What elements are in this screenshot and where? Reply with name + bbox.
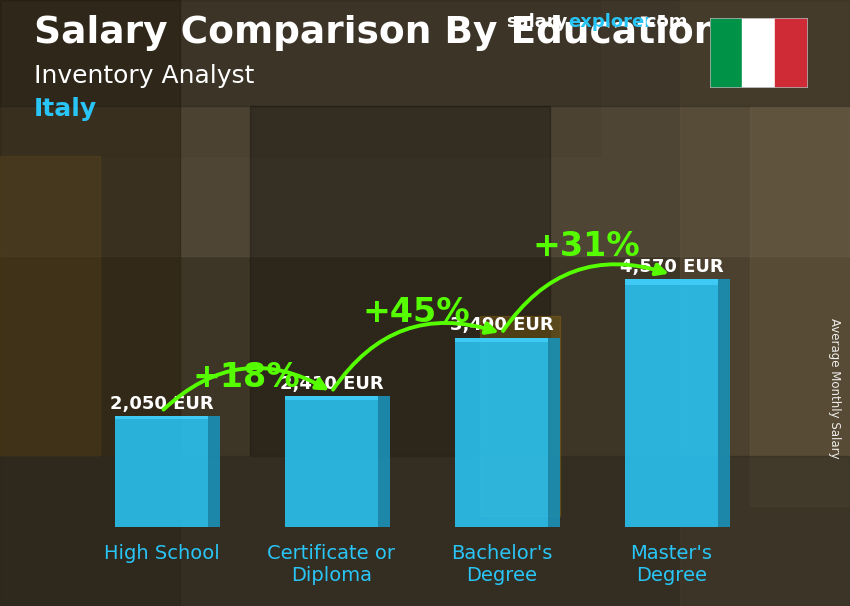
Bar (625, 279, 718, 285)
Text: 2,050 EUR: 2,050 EUR (110, 395, 213, 413)
Bar (0, 0, 600, 156)
Text: 4,570 EUR: 4,570 EUR (620, 258, 723, 276)
Text: Average Monthly Salary: Average Monthly Salary (828, 318, 842, 458)
Bar (0, 0, 180, 606)
Bar (250, 106, 550, 456)
Bar (0, 156, 100, 456)
Text: Italy: Italy (34, 97, 97, 121)
Bar (548, 338, 560, 527)
Text: +45%: +45% (363, 296, 470, 328)
Bar (115, 416, 208, 527)
Text: 2,410 EUR: 2,410 EUR (280, 375, 383, 393)
Bar (750, 106, 850, 506)
Bar (0, 0, 850, 106)
Bar (285, 396, 378, 399)
Bar (775, 18, 808, 88)
Bar (680, 0, 850, 606)
Bar (455, 338, 548, 527)
Text: explorer: explorer (568, 13, 653, 32)
Bar (0, 0, 850, 256)
Bar (208, 416, 220, 527)
Text: .com: .com (639, 13, 688, 32)
Bar (378, 396, 390, 527)
Bar (455, 338, 548, 342)
Text: Inventory Analyst: Inventory Analyst (34, 64, 254, 88)
Bar (285, 396, 378, 527)
Text: Salary Comparison By Education: Salary Comparison By Education (34, 15, 720, 51)
Text: +18%: +18% (193, 361, 300, 394)
Bar (0, 456, 850, 606)
Bar (625, 279, 718, 527)
Bar (718, 279, 730, 527)
Bar (710, 18, 742, 88)
Text: +31%: +31% (533, 230, 640, 264)
Bar (742, 18, 775, 88)
Text: 3,490 EUR: 3,490 EUR (450, 316, 553, 335)
Bar (115, 416, 208, 419)
Bar (480, 316, 560, 516)
Text: salary: salary (506, 13, 567, 32)
